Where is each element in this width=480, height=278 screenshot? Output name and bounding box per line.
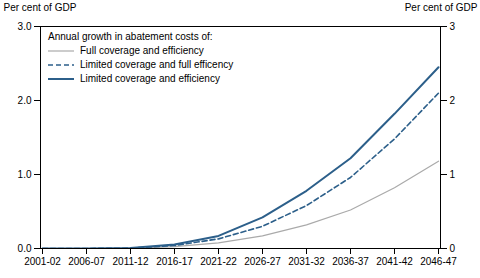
svg-text:2041-42: 2041-42 [376,256,413,267]
svg-text:2026-27: 2026-27 [244,256,281,267]
svg-text:2031-32: 2031-32 [288,256,325,267]
svg-text:0.0: 0.0 [18,243,32,254]
svg-text:2.0: 2.0 [18,95,32,106]
svg-text:Per cent of GDP: Per cent of GDP [405,2,478,13]
svg-text:2021-22: 2021-22 [200,256,237,267]
svg-text:3: 3 [450,21,456,32]
html-text:Limited coverage and efficienc: Limited coverage and efficiency [80,73,220,84]
svg-text:1.0: 1.0 [18,169,32,180]
svg-text:3.0: 3.0 [18,21,32,32]
svg-text:1: 1 [450,169,456,180]
svg-text:2016-17: 2016-17 [156,256,193,267]
html-text:Full coverage and efficiency: Full coverage and efficiency [80,45,204,56]
html-text:Annual growth in abatement cos: Annual growth in abatement costs of: [48,31,213,42]
svg-text:2046-47: 2046-47 [420,256,457,267]
svg-text:2001-02: 2001-02 [24,256,61,267]
html-text:Limited coverage and full effi: Limited coverage and full efficency [80,59,234,70]
svg-text:0: 0 [450,243,456,254]
svg-text:2011-12: 2011-12 [113,256,149,267]
svg-text:Per cent of GDP: Per cent of GDP [4,2,77,13]
svg-text:2006-07: 2006-07 [68,256,105,267]
svg-text:2036-37: 2036-37 [332,256,369,267]
svg-text:2: 2 [450,95,456,106]
